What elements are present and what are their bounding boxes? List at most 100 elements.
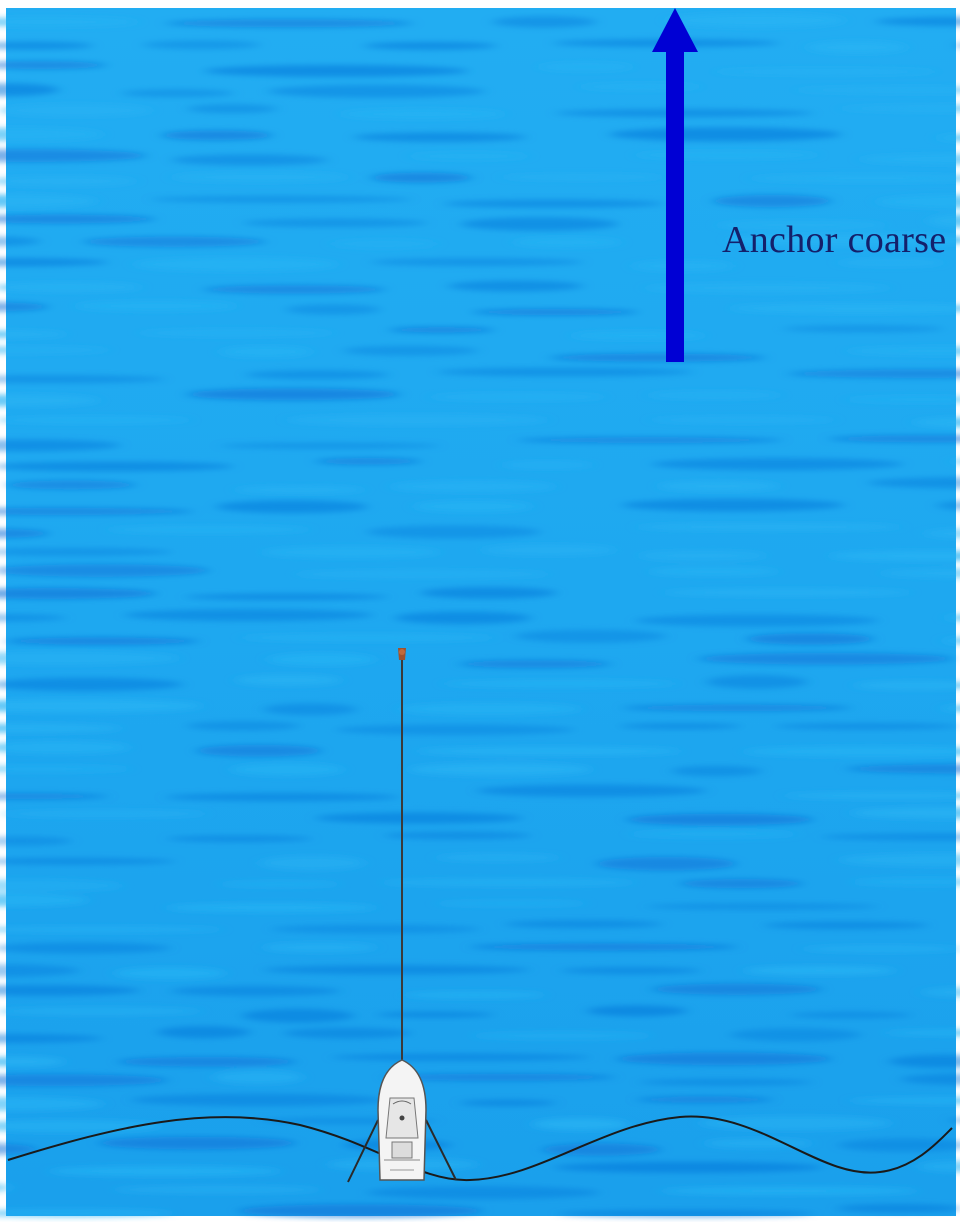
water-ripple <box>195 744 323 757</box>
water-ripple <box>704 1138 812 1149</box>
water-ripple <box>0 194 97 208</box>
water-ripple <box>549 353 767 362</box>
water-ripple <box>271 924 480 934</box>
water-ripple <box>787 369 960 379</box>
water-ripple <box>165 793 400 802</box>
water-ripple <box>408 151 530 161</box>
water-ripple <box>470 943 738 951</box>
water-ripple <box>570 331 706 340</box>
water-ripple <box>0 302 50 312</box>
water-ripple <box>262 942 377 953</box>
course-label: Anchor coarse <box>722 219 947 261</box>
water-ripple <box>749 174 960 183</box>
water-ripple <box>774 722 959 730</box>
water-ripple <box>639 1079 813 1086</box>
water-ripple <box>619 723 742 730</box>
water-ripple <box>171 154 328 166</box>
water-ripple <box>471 308 639 316</box>
water-ripple <box>219 346 312 358</box>
water-ripple <box>117 1056 297 1067</box>
water-ripple <box>235 674 341 686</box>
water-ripple <box>0 1097 104 1111</box>
water-ripple <box>376 1011 494 1018</box>
water-ripple <box>763 921 929 930</box>
water-ripple <box>0 677 183 691</box>
water-ripple <box>0 741 130 754</box>
water-ripple <box>0 330 67 338</box>
water-ripple <box>923 528 960 539</box>
water-ripple <box>730 303 960 313</box>
water-ripple <box>0 723 122 733</box>
water-ripple <box>459 1099 556 1107</box>
water-ripple <box>699 1116 892 1131</box>
water-ripple <box>286 414 549 426</box>
water-ripple <box>714 68 938 75</box>
water-ripple <box>0 765 132 773</box>
water-ripple <box>635 151 819 159</box>
water-ripple <box>0 1074 169 1087</box>
water-ripple <box>944 614 960 621</box>
water-ripple <box>854 681 960 690</box>
water-ripple <box>394 611 532 625</box>
water-ripple <box>335 724 575 736</box>
water-ripple <box>698 652 954 665</box>
water-ripple <box>541 1143 662 1156</box>
water-ripple <box>363 41 497 50</box>
water-ripple <box>142 40 261 50</box>
water-ripple <box>458 660 612 668</box>
water-ripple <box>0 613 66 622</box>
water-ripple <box>917 1160 960 1173</box>
water-ripple <box>381 879 636 887</box>
water-ripple <box>790 1011 912 1019</box>
water-ripple <box>0 346 110 354</box>
water-ripple <box>609 127 842 142</box>
water-ripple <box>186 721 301 731</box>
water-ripple <box>98 1136 297 1150</box>
water-ripple <box>660 1186 918 1196</box>
water-ripple <box>294 570 550 579</box>
water-ripple <box>927 214 960 228</box>
water-ripple <box>443 199 664 208</box>
water-ripple <box>0 507 194 516</box>
water-ripple <box>157 1026 251 1039</box>
swing-path-line <box>7 1115 953 1182</box>
water-ripple <box>0 127 104 141</box>
water-ripple <box>913 417 960 428</box>
water-ripple <box>0 547 173 556</box>
water-ripple <box>554 1161 823 1173</box>
water-ripple <box>650 416 836 424</box>
water-ripple <box>204 64 469 77</box>
water-ripple <box>920 987 960 998</box>
water-ripple <box>635 614 879 627</box>
water-ripple <box>706 675 808 689</box>
water-ripple <box>414 500 533 512</box>
water-ripple <box>353 132 527 142</box>
water-ripple <box>838 853 960 867</box>
water-ripple <box>202 285 386 294</box>
water-ripple <box>442 680 677 688</box>
water-ripple <box>151 196 412 203</box>
water-ripple <box>370 172 472 183</box>
water-ripple <box>0 61 107 70</box>
water-ripple <box>839 104 960 113</box>
water-ripple <box>165 19 414 28</box>
water-ripple <box>888 1054 960 1068</box>
water-ripple <box>0 394 100 407</box>
water-ripple <box>237 1204 483 1218</box>
water-ripple <box>0 879 124 893</box>
water-ripple <box>666 13 845 28</box>
water-ripple <box>263 703 358 716</box>
water-ripple <box>366 525 541 539</box>
water-ripple <box>561 967 701 975</box>
water-ripple <box>867 477 960 489</box>
water-ripple <box>517 436 783 444</box>
water-ripple <box>416 747 681 756</box>
water-ripple <box>743 966 896 975</box>
water-ripple <box>0 416 191 424</box>
water-ripple <box>651 983 823 995</box>
water-ripple <box>820 833 960 841</box>
water-ripple <box>955 43 960 48</box>
water-ripple <box>647 391 782 399</box>
water-ripple <box>340 109 505 119</box>
water-ripple <box>0 793 109 800</box>
